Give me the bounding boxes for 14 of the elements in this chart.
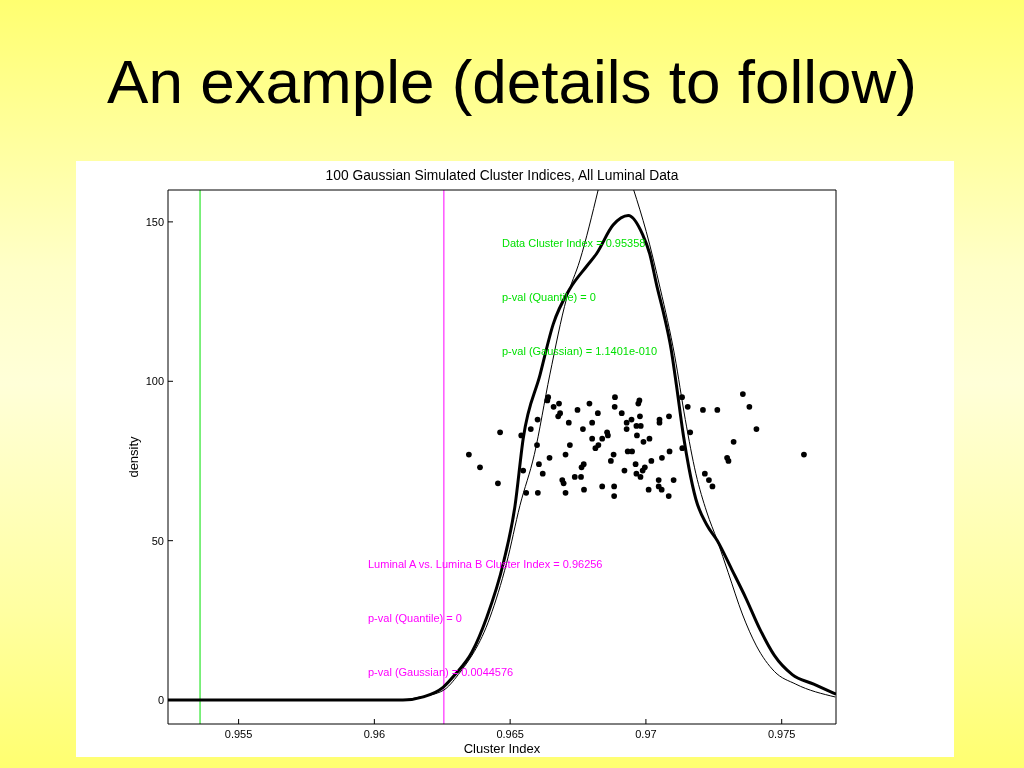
chart-title: An example (details to follow) bbox=[106, 46, 918, 118]
y-tick-label: 150 bbox=[145, 215, 164, 228]
x-tick-label: 0.975 bbox=[767, 727, 796, 740]
y-tick-label: 0 bbox=[157, 693, 164, 706]
x-axis-title: Cluster Index bbox=[462, 741, 542, 756]
y-tick-label: 100 bbox=[145, 375, 164, 388]
x-tick-label: 0.955 bbox=[224, 727, 253, 740]
y-axis-title: density bbox=[125, 436, 141, 478]
x-tick-label: 0.97 bbox=[635, 727, 657, 740]
x-tick-label: 0.965 bbox=[496, 727, 524, 740]
x-tick-label: 0.96 bbox=[363, 727, 386, 740]
annotation: p-val (Quantile) = 0 bbox=[367, 611, 462, 625]
chart-subtitle: 100 Gaussian Simulated Cluster Indices, All Luminal Data bbox=[324, 168, 680, 184]
y-tick-label: 50 bbox=[151, 534, 164, 547]
